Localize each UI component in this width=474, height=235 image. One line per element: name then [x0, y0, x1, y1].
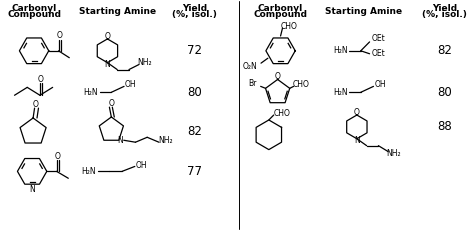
Text: N: N: [117, 136, 123, 145]
Text: O: O: [57, 31, 63, 40]
Text: CHO: CHO: [281, 22, 298, 31]
Text: O: O: [354, 108, 360, 117]
Text: (%, isol.): (%, isol.): [172, 10, 217, 19]
Text: O: O: [275, 72, 281, 81]
Text: CHO: CHO: [293, 80, 310, 89]
Text: CHO: CHO: [274, 109, 291, 118]
Text: OEt: OEt: [372, 35, 385, 43]
Text: 88: 88: [438, 120, 452, 133]
Text: N: N: [29, 185, 35, 194]
Text: 72: 72: [187, 44, 202, 57]
Text: (%, isol.): (%, isol.): [422, 10, 467, 19]
Text: NH₂: NH₂: [137, 58, 152, 67]
Text: OH: OH: [374, 80, 386, 89]
Text: OH: OH: [136, 161, 147, 170]
Text: O: O: [55, 152, 61, 161]
Text: N: N: [354, 136, 360, 145]
Text: O: O: [109, 99, 114, 108]
Text: O₂N: O₂N: [243, 62, 258, 70]
Text: 82: 82: [438, 44, 452, 57]
Text: H₂N: H₂N: [333, 46, 347, 55]
Text: 77: 77: [187, 165, 202, 178]
Text: OEt: OEt: [372, 49, 385, 58]
Text: Compound: Compound: [7, 10, 61, 19]
Text: Yield: Yield: [432, 4, 457, 13]
Text: Yield: Yield: [182, 4, 207, 13]
Text: N: N: [105, 60, 110, 69]
Text: H₂N: H₂N: [82, 167, 96, 176]
Text: NH₂: NH₂: [387, 149, 401, 158]
Text: O: O: [38, 75, 44, 84]
Text: 82: 82: [187, 125, 202, 138]
Text: Starting Amine: Starting Amine: [325, 7, 402, 16]
Text: O: O: [104, 32, 110, 41]
Text: Br: Br: [249, 79, 257, 88]
Text: OH: OH: [125, 80, 137, 89]
Text: Carbonyl: Carbonyl: [11, 4, 57, 13]
Text: Starting Amine: Starting Amine: [79, 7, 156, 16]
Text: H₂N: H₂N: [83, 88, 98, 97]
Text: O: O: [33, 100, 39, 109]
Text: Carbonyl: Carbonyl: [258, 4, 303, 13]
Text: NH₂: NH₂: [158, 136, 173, 145]
Text: H₂N: H₂N: [333, 88, 347, 97]
Text: Compound: Compound: [254, 10, 308, 19]
Text: 80: 80: [187, 86, 202, 99]
Text: 80: 80: [438, 86, 452, 99]
